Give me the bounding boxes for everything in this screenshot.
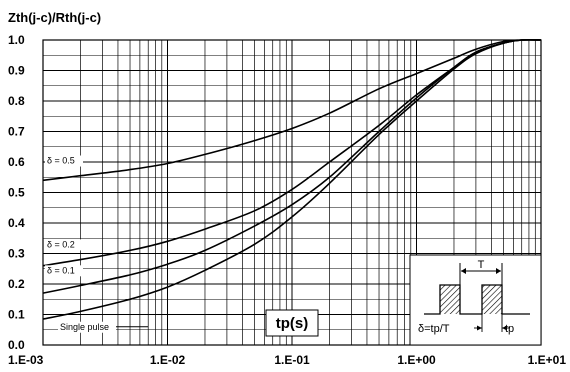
- x-axis-label: tp(s): [276, 315, 309, 332]
- y-tick-label: 0.7: [8, 125, 25, 139]
- y-tick-label: 0.9: [8, 64, 25, 78]
- x-tick-labels: 1.E-03 1.E-02 1.E-01 1.E+00 1.E+01: [8, 353, 566, 367]
- series-label: δ = 0.1: [47, 265, 75, 275]
- x-tick-label: 1.E-02: [150, 353, 186, 367]
- y-tick-label: 0.3: [8, 247, 25, 261]
- series-label-bg: [45, 265, 83, 277]
- y-tick-label: 0.0: [8, 338, 25, 352]
- x-axis-label-box: tp(s): [265, 309, 319, 337]
- x-tick-label: 1.E-03: [8, 353, 44, 367]
- pulse-2: [482, 285, 502, 314]
- series-group: [42, 38, 542, 320]
- duty-cycle-inset: Ttp δ=tp/T: [409, 254, 542, 346]
- tp-label: tp: [505, 323, 514, 335]
- series-label-bg: [45, 239, 83, 251]
- period-label: T: [478, 259, 485, 271]
- pulse-1: [440, 285, 460, 314]
- plot-frame: [42, 39, 542, 346]
- series-label: δ = 0.5: [47, 156, 75, 166]
- x-tick-label: 1.E-01: [274, 353, 310, 367]
- y-tick-label: 0.1: [8, 308, 25, 322]
- series-line: [42, 38, 542, 320]
- duty-formula-label: δ=tp/T: [418, 323, 450, 335]
- tp-arrowhead-left: [477, 325, 482, 331]
- series-label-bg: [58, 321, 116, 333]
- y-tick-label: 0.4: [8, 216, 25, 230]
- x-tick-label: 1.E+00: [397, 353, 436, 367]
- y-tick-labels: 0.0 0.1 0.2 0.3 0.4 0.5 0.6 0.7 0.8 0.9 1.0: [8, 33, 25, 352]
- series-label: Single pulse: [60, 322, 109, 332]
- period-arrowhead-left: [461, 268, 466, 274]
- series-label: δ = 0.2: [47, 239, 75, 249]
- tp-arrowhead-right: [502, 325, 507, 331]
- series-label-bg: [45, 155, 83, 167]
- y-axis-label: Zth(j-c)/Rth(j-c): [8, 10, 101, 25]
- period-arrowhead-right: [496, 268, 501, 274]
- pulse-waveform: [424, 284, 530, 315]
- y-tick-label: 0.2: [8, 277, 25, 291]
- inset-frame: [409, 254, 542, 346]
- y-tick-label: 0.5: [8, 186, 25, 200]
- y-tick-label: 0.8: [8, 94, 25, 108]
- series-annotations: δ = 0.5 δ = 0.2 δ = 0.1 Single pulse: [45, 155, 148, 333]
- y-tick-label: 1.0: [8, 33, 25, 47]
- series-line: [42, 39, 542, 182]
- x-tick-label: 1.E+01: [528, 353, 567, 367]
- y-tick-label: 0.6: [8, 155, 25, 169]
